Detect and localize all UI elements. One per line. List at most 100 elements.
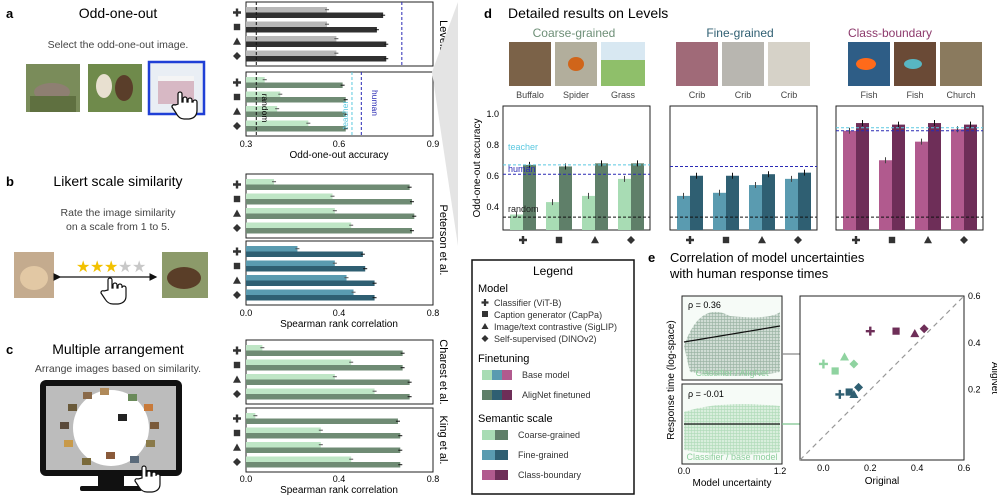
crib-image [676, 42, 718, 86]
square-marker-icon [888, 236, 896, 244]
tick-label: 0.2 [864, 463, 877, 473]
ytick-label: 0.6 [486, 171, 499, 181]
legend-base-label: Base model [522, 370, 570, 380]
bar [523, 164, 536, 230]
tick-label: 0.2 [968, 385, 981, 395]
bar [246, 359, 352, 365]
plus-marker-icon [233, 247, 241, 256]
bar [856, 123, 869, 230]
diamond-marker-icon [960, 236, 968, 244]
tick-label: 0.0 [678, 466, 691, 476]
tick-label: 0.0 [240, 474, 253, 484]
bear-image [162, 252, 208, 298]
buffalo-image [509, 42, 551, 86]
bar [892, 124, 905, 230]
panel-d: d Detailed results on Levels Coarse-grai… [472, 5, 984, 244]
axis-label: Odd-one-out accuracy [290, 150, 389, 161]
triangle-marker-icon [840, 352, 850, 361]
bar [246, 36, 337, 42]
panel-d-title: Detailed results on Levels [508, 5, 668, 21]
bar [246, 91, 281, 97]
plus-marker-icon [233, 78, 241, 87]
chart-c-1 [233, 339, 434, 405]
image-label: Spider [563, 90, 589, 100]
axis-a: 0.3 0.6 0.9 Odd-one-out accuracy [240, 139, 440, 161]
random-label: random [508, 204, 539, 214]
inset-top: ρ = 0.36 Classifier / AligNet [681, 295, 783, 381]
aardvark-image [26, 64, 80, 112]
tick-label: 0.8 [427, 474, 440, 484]
king-label: King et al. [437, 416, 449, 465]
human-label: human [508, 164, 536, 174]
bar [726, 175, 739, 230]
bar [246, 427, 321, 433]
bar [246, 208, 335, 214]
panel-letter-b: b [6, 174, 14, 189]
bar [246, 413, 256, 419]
group-title-coarse: Coarse-grained [533, 26, 616, 40]
tick-label: 0.4 [911, 463, 924, 473]
triangle-marker-icon [910, 328, 920, 338]
scatter-plot [799, 295, 965, 461]
square-marker-icon [233, 361, 241, 369]
legend: Legend Model Classifier (ViT-B) Caption … [471, 259, 635, 495]
star-icon: ★ [104, 259, 118, 276]
panel-a-title: Odd-one-out [79, 5, 158, 21]
tick-label: 0.6 [333, 139, 346, 149]
bar [246, 266, 366, 272]
bar [749, 185, 762, 230]
triangle-marker-icon [233, 375, 241, 383]
diamond-marker-icon [854, 382, 864, 392]
star-icon: ★ [132, 259, 146, 276]
axis-c: 0.0 0.4 0.8 Spearman rank correlation [240, 474, 440, 496]
triangle-marker-icon [849, 389, 859, 398]
legend-model: Image/text contrastive (SigLIP) [494, 322, 617, 332]
bar [510, 214, 523, 230]
group-title-boundary: Class-boundary [848, 26, 932, 40]
hand-pointer-icon [100, 277, 127, 305]
bar [246, 246, 298, 252]
diamond-marker-icon [481, 335, 489, 342]
square-marker-icon [845, 388, 853, 396]
axis-b: 0.0 0.4 0.8 Spearman rank correlation [240, 308, 440, 330]
panel-e: e Correlation of model uncertainties wit… [648, 250, 997, 489]
group-title-fine: Fine-grained [706, 26, 773, 40]
diamond-marker-icon [233, 122, 241, 130]
diamond-marker-icon [233, 52, 241, 60]
bar [762, 174, 775, 230]
legend-scale: Coarse-grained [518, 430, 580, 440]
tick-label: 0.4 [968, 338, 981, 348]
plus-marker-icon [481, 299, 489, 306]
bar [246, 56, 387, 62]
panel-e-title-2: with human response times [669, 266, 829, 281]
cake-image [147, 60, 206, 116]
image-label: Fish [906, 90, 923, 100]
human-label: human [370, 90, 380, 116]
legend-model: Classifier (ViT-B) [494, 298, 561, 308]
bar [246, 289, 354, 295]
bar [595, 163, 608, 230]
bar [713, 192, 726, 230]
hand-pointer-icon [171, 91, 198, 120]
triangle-marker-icon [233, 107, 241, 115]
bar [246, 394, 410, 400]
square-marker-icon [233, 262, 241, 270]
bar [246, 374, 335, 380]
triangle-marker-icon [233, 209, 241, 217]
square-marker-icon [831, 367, 839, 375]
bar [246, 111, 346, 117]
square-marker-icon [482, 311, 488, 317]
legend-title: Legend [533, 264, 573, 278]
bar [246, 456, 352, 462]
panel-b-instruction-1: Rate the image similarity [61, 207, 177, 219]
rho-bottom: ρ = -0.01 [688, 389, 724, 399]
aligned-swatch [482, 390, 512, 400]
star-icon: ★ [76, 259, 90, 276]
bar [631, 163, 644, 230]
plus-marker-icon [852, 236, 860, 244]
bar [246, 433, 401, 439]
panel-d-axes [502, 105, 984, 231]
plus-marker-icon [233, 8, 241, 17]
cat-image [14, 252, 54, 298]
tick-label: 0.3 [240, 139, 253, 149]
